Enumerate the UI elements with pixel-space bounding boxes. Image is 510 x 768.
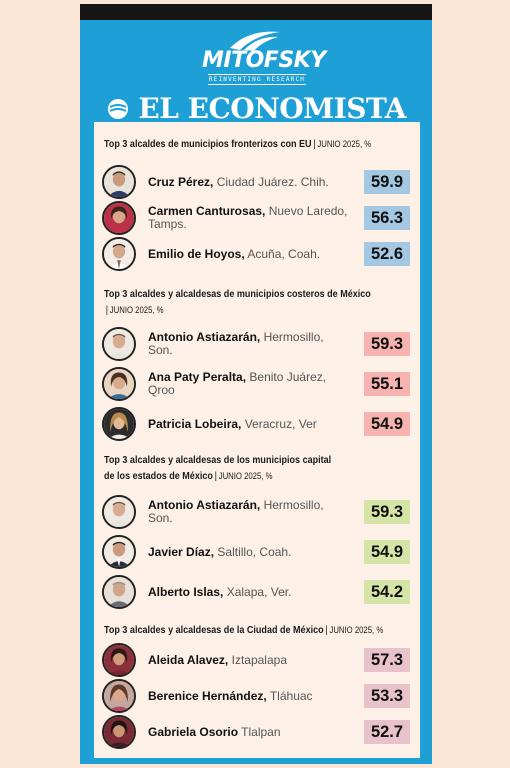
mitofsky-name: MITOFSKY bbox=[202, 48, 326, 73]
approval-value: 54.9 bbox=[364, 412, 410, 436]
top-bar bbox=[80, 4, 432, 20]
avatar bbox=[102, 715, 136, 749]
person-place: Hermosillo, Son. bbox=[148, 498, 324, 525]
approval-value: 56.3 bbox=[364, 206, 410, 230]
person-place: Iztapalapa bbox=[231, 652, 287, 667]
list-item: Berenice Hernández, Tláhuac 53.3 bbox=[102, 678, 414, 714]
list-item: Antonio Astiazarán, Hermosillo, Son. 59.… bbox=[102, 494, 414, 530]
section-title-text: Top 3 alcaldes y alcaldesas de los munic… bbox=[104, 454, 332, 466]
content-panel: Top 3 alcaldes de municipios fronterizos… bbox=[94, 122, 420, 758]
person-label: Antonio Astiazarán, Hermosillo, Son. bbox=[148, 494, 348, 530]
list-item: Aleida Alavez, Iztapalapa 57.3 bbox=[102, 642, 414, 678]
list-item: Emilio de Hoyos, Acuña, Coah. 52.6 bbox=[102, 236, 414, 272]
person-name: Ana Paty Peralta, bbox=[148, 370, 247, 384]
person-name: Cruz Pérez, bbox=[148, 174, 214, 189]
approval-value: 59.9 bbox=[364, 170, 410, 194]
approval-value: 55.1 bbox=[364, 372, 410, 396]
person-place: Ciudad Juárez. Chih. bbox=[216, 174, 329, 189]
avatar bbox=[102, 495, 136, 529]
person-label: Gabriela Osorio Tlalpan bbox=[148, 714, 348, 750]
person-label: Emilio de Hoyos, Acuña, Coah. bbox=[148, 236, 348, 272]
section-title-text: Top 3 alcaldes de municipios fronterizos… bbox=[104, 138, 312, 150]
person-label: Javier Díaz, Saltillo, Coah. bbox=[148, 534, 348, 570]
person-name: Carmen Canturosas, bbox=[148, 204, 266, 218]
section-title-text: Top 3 alcaldes y alcaldesas de la Ciudad… bbox=[104, 624, 324, 636]
approval-value: 52.6 bbox=[364, 242, 410, 266]
infographic-frame: MITOFSKY REINVENTING RESEARCH EL ECONOMI… bbox=[80, 4, 432, 764]
mitofsky-swoosh-icon bbox=[230, 31, 280, 51]
economista-logo: EL ECONOMISTA bbox=[80, 92, 432, 125]
person-name: Patricia Lobeira, bbox=[148, 416, 242, 431]
person-label: Cruz Pérez, Ciudad Juárez. Chih. bbox=[148, 164, 348, 200]
section-title-text: Top 3 alcaldes y alcaldesas de municipio… bbox=[104, 288, 371, 300]
list-item: Antonio Astiazarán, Hermosillo, Son. 59.… bbox=[102, 326, 414, 362]
list-item: Carmen Canturosas, Nuevo Laredo, Tamps. … bbox=[102, 200, 414, 236]
approval-value: 53.3 bbox=[364, 684, 410, 708]
avatar bbox=[102, 407, 136, 441]
mitofsky-logo: MITOFSKY REINVENTING RESEARCH bbox=[202, 26, 326, 86]
person-label: Ana Paty Peralta, Benito Juárez, Qroo bbox=[148, 366, 348, 402]
section-title: Top 3 alcaldes de municipios fronterizos… bbox=[104, 138, 372, 150]
person-label: Aleida Alavez, Iztapalapa bbox=[148, 642, 348, 678]
person-place: Acuña, Coah. bbox=[247, 246, 321, 261]
avatar bbox=[102, 679, 136, 713]
list-item: Gabriela Osorio Tlalpan 52.7 bbox=[102, 714, 414, 750]
avatar bbox=[102, 201, 136, 235]
economista-name: EL ECONOMISTA bbox=[138, 92, 407, 125]
avatar bbox=[102, 535, 136, 569]
list-item: Javier Díaz, Saltillo, Coah. 54.9 bbox=[102, 534, 414, 570]
section-meta: JUNIO 2025, % bbox=[317, 139, 372, 149]
person-place: Saltillo, Coah. bbox=[217, 544, 292, 559]
section-title: Top 3 alcaldes y alcaldesas de la Ciudad… bbox=[104, 624, 384, 636]
brand-header: MITOFSKY REINVENTING RESEARCH EL ECONOMI… bbox=[80, 20, 432, 130]
avatar bbox=[102, 367, 136, 401]
person-name: Antonio Astiazarán, bbox=[148, 498, 261, 512]
person-name: Berenice Hernández, bbox=[148, 688, 267, 703]
person-place: Nuevo Laredo, Tamps. bbox=[148, 204, 348, 231]
section-meta: JUNIO 2025, % bbox=[218, 471, 273, 481]
avatar bbox=[102, 165, 136, 199]
list-item: Alberto Islas, Xalapa, Ver. 54.2 bbox=[102, 574, 414, 610]
person-name: Aleida Alavez, bbox=[148, 652, 229, 667]
section-meta: JUNIO 2025, % bbox=[109, 305, 164, 315]
person-name: Gabriela Osorio bbox=[148, 724, 239, 739]
person-label: Berenice Hernández, Tláhuac bbox=[148, 678, 348, 714]
list-item: Ana Paty Peralta, Benito Juárez, Qroo 55… bbox=[102, 366, 414, 402]
approval-value: 52.7 bbox=[364, 720, 410, 744]
person-name: Alberto Islas, bbox=[148, 584, 224, 599]
approval-value: 54.9 bbox=[364, 540, 410, 564]
person-label: Antonio Astiazarán, Hermosillo, Son. bbox=[148, 326, 348, 362]
economista-globe-icon bbox=[107, 99, 128, 119]
avatar bbox=[102, 237, 136, 271]
approval-value: 54.2 bbox=[364, 580, 410, 604]
list-item: Patricia Lobeira, Veracruz, Ver 54.9 bbox=[102, 406, 414, 442]
approval-value: 57.3 bbox=[364, 648, 410, 672]
list-item: Cruz Pérez, Ciudad Juárez. Chih. 59.9 bbox=[102, 164, 414, 200]
person-label: Carmen Canturosas, Nuevo Laredo, Tamps. bbox=[148, 200, 348, 236]
section-title: Top 3 alcaldes y alcaldesas de municipio… bbox=[104, 288, 371, 316]
section-title: Top 3 alcaldes y alcaldesas de los munic… bbox=[104, 454, 332, 482]
person-name: Emilio de Hoyos, bbox=[148, 246, 245, 261]
approval-value: 59.3 bbox=[364, 332, 410, 356]
person-place: Xalapa, Ver. bbox=[226, 584, 292, 599]
approval-value: 59.3 bbox=[364, 500, 410, 524]
avatar bbox=[102, 327, 136, 361]
person-place: Tláhuac bbox=[269, 688, 313, 703]
person-place: Benito Juárez, Qroo bbox=[148, 370, 327, 397]
person-label: Patricia Lobeira, Veracruz, Ver bbox=[148, 406, 348, 442]
person-name: Antonio Astiazarán, bbox=[148, 330, 261, 344]
person-place: Veracruz, Ver bbox=[244, 416, 317, 431]
person-label: Alberto Islas, Xalapa, Ver. bbox=[148, 574, 348, 610]
avatar bbox=[102, 643, 136, 677]
person-place: Hermosillo, Son. bbox=[148, 330, 324, 357]
avatar bbox=[102, 575, 136, 609]
mitofsky-tagline: REINVENTING RESEARCH bbox=[208, 74, 306, 85]
person-place: Tlalpan bbox=[241, 724, 281, 739]
person-name: Javier Díaz, bbox=[148, 544, 215, 559]
section-title-text-line2: de los estados de México bbox=[104, 470, 213, 482]
section-meta: JUNIO 2025, % bbox=[329, 625, 384, 635]
